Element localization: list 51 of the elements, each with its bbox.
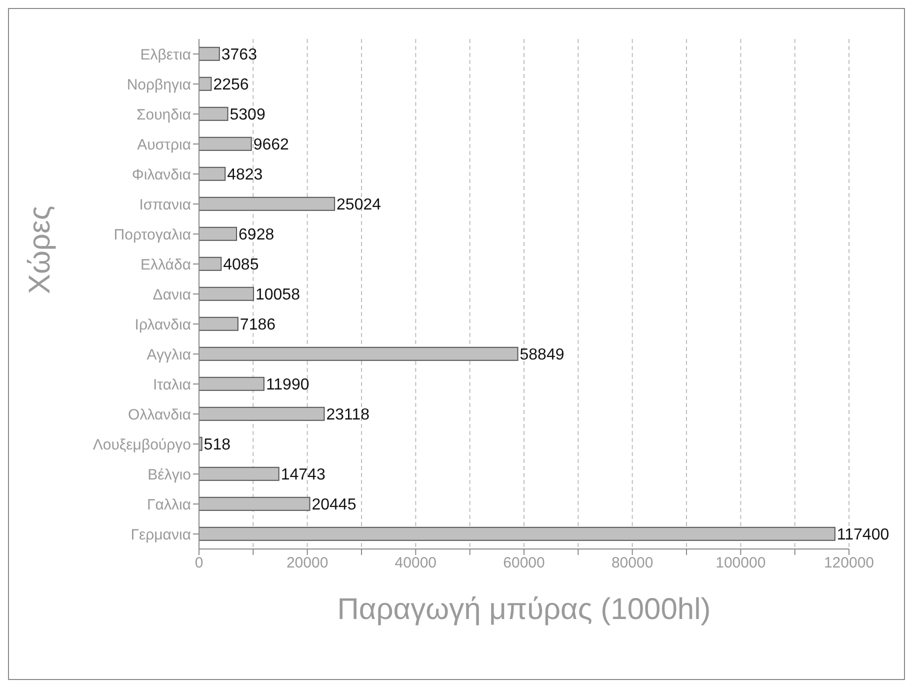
data-label: 23118	[326, 406, 370, 424]
data-label: 5309	[230, 106, 266, 124]
y-tick-label: Δανια	[152, 286, 192, 304]
y-tick-label: Γαλλια	[147, 496, 192, 514]
y-tick-label: Βέλγιο	[148, 466, 191, 484]
y-axis-title: Χώρες	[24, 206, 57, 294]
x-tick-label: 0	[194, 554, 204, 572]
y-tick-label: Ολλανδια	[128, 406, 192, 424]
data-label: 58849	[520, 346, 564, 364]
data-label: 20445	[312, 496, 356, 514]
bar	[199, 436, 202, 451]
data-label: 14743	[280, 466, 326, 484]
y-tick-label: Ιρλανδια	[134, 316, 192, 334]
bar	[199, 256, 222, 271]
data-label: 9662	[253, 136, 290, 154]
x-tick-label: 100000	[716, 554, 766, 572]
data-label: 6928	[238, 226, 274, 244]
data-label: 4085	[223, 256, 259, 274]
x-tick-label: 20000	[286, 554, 328, 572]
data-label: 10058	[255, 286, 300, 304]
x-tick-label: 60000	[503, 554, 545, 572]
y-tick-label: Γερμανια	[130, 526, 192, 544]
data-label: 4823	[227, 166, 263, 184]
bar	[199, 166, 226, 181]
data-label: 117400	[836, 526, 890, 544]
data-label: 518	[204, 436, 231, 454]
bar	[199, 226, 238, 241]
data-label: 2256	[213, 76, 249, 94]
y-tick-label: Ελλάδα	[140, 256, 192, 274]
bar	[199, 106, 228, 121]
data-label: 11990	[266, 376, 310, 394]
y-tick-label: Ελβετια	[140, 46, 192, 64]
bar	[199, 46, 220, 61]
y-tick-label: Φιλανδια	[132, 166, 192, 184]
x-tick-label: 120000	[824, 554, 874, 572]
y-tick-label: Νορβηγια	[126, 76, 192, 94]
y-tick-label: Αγγλια	[146, 346, 192, 364]
y-tick-label: Αυστρια	[137, 136, 192, 154]
y-tick-label: Ισπανια	[139, 196, 192, 214]
x-tick-label: 80000	[611, 554, 654, 572]
y-tick-label: Πορτογαλια	[114, 226, 192, 244]
data-label: 25024	[336, 196, 382, 214]
y-tick-label: Λουξεμβούργο	[92, 436, 191, 454]
x-axis-title: Παραγωγή μπύρας (1000hl)	[337, 593, 711, 626]
data-label: 7186	[240, 316, 276, 334]
bar	[199, 76, 212, 91]
data-label: 3763	[221, 46, 258, 64]
bar	[199, 316, 238, 331]
y-tick-label: Ιταλια	[152, 376, 192, 394]
x-tick-label: 40000	[394, 554, 437, 572]
y-tick-label: Σουηδια	[136, 106, 192, 124]
